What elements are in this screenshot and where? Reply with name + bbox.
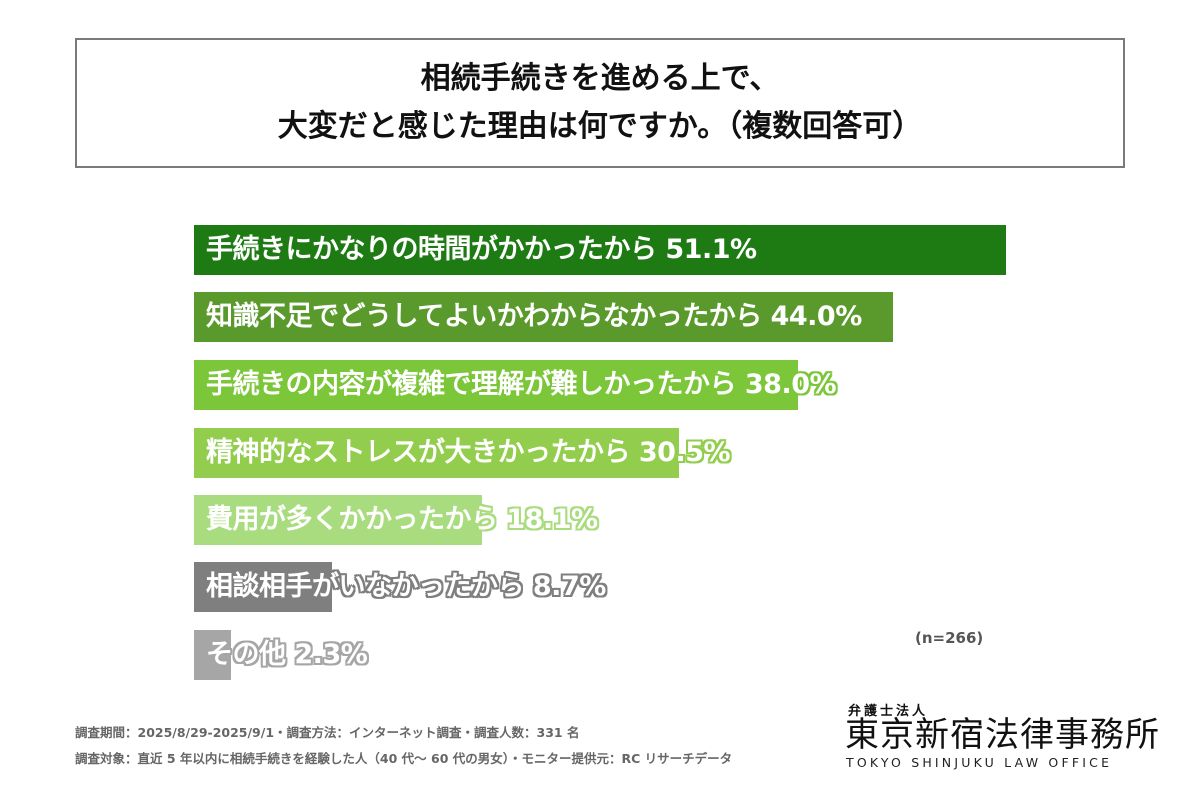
- bar-4: [194, 495, 482, 545]
- bar-6: [194, 630, 231, 680]
- bar-0: [194, 225, 1006, 275]
- bar-1: [194, 292, 893, 342]
- logo-english-text: TOKYO SHINJUKU LAW OFFICE: [846, 755, 1113, 770]
- logo-main-text: 東京新宿法律事務所: [845, 715, 1160, 755]
- law-office-logo: 弁護士法人 東京新宿法律事務所 TOKYO SHINJUKU LAW OFFIC…: [845, 700, 1159, 770]
- title-line-1: 相続手続きを進める上で、: [420, 61, 780, 96]
- bar-label-1: 知識不足でどうしてよいかわからなかったから 44.0%: [206, 301, 862, 332]
- bar-label-6: その他 2.3%: [206, 639, 368, 670]
- bar-label-4: 費用が多くかかったから 18.1%: [206, 504, 598, 535]
- title-box: 相続手続きを進める上で、 大変だと感じた理由は何ですか。（複数回答可）: [75, 38, 1125, 168]
- survey-target-note: 調査対象：直近 5 年以内に相続手続きを経験した人（40 代～ 60 代の男女）…: [75, 751, 733, 766]
- bar-3: [194, 428, 679, 478]
- title-line-2: 大変だと感じた理由は何ですか。（複数回答可）: [277, 109, 923, 144]
- logo-subtitle: 弁護士法人: [848, 704, 929, 719]
- bar-label-0: 手続きにかなりの時間がかかったから 51.1%: [206, 234, 757, 265]
- bar-label-5: 相談相手がいなかったから 8.7%: [206, 571, 606, 602]
- bar-2: [194, 360, 798, 410]
- sample-size-note: (n=266): [915, 629, 984, 647]
- survey-period-note: 調査期間：2025/8/29-2025/9/1・調査方法：インターネット調査・調…: [75, 725, 580, 740]
- bar-5: [194, 562, 332, 612]
- bar-label-2: 手続きの内容が複雑で理解が難しかったから 38.0%: [206, 369, 837, 400]
- bar-label-3: 精神的なストレスが大きかったから 30.5%: [206, 437, 731, 468]
- horizontal-bar-chart: 手続きにかなりの時間がかかったから 51.1% 知識不足でどうしてよいかわからな…: [194, 225, 1006, 680]
